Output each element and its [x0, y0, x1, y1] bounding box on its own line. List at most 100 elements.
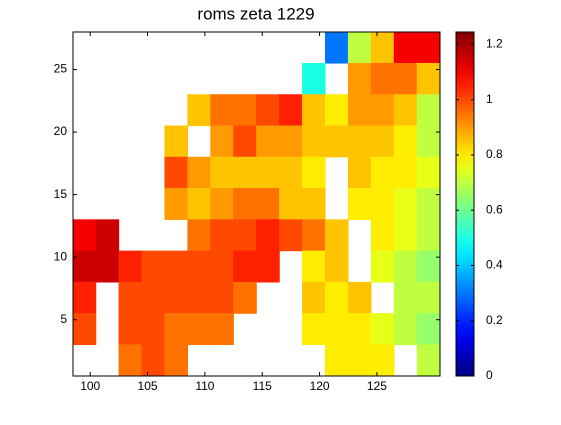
cell [187, 250, 211, 283]
cell [187, 219, 211, 252]
cell [118, 344, 143, 376]
cell [256, 156, 280, 189]
cell [233, 156, 257, 189]
x-tick-label: 100 [80, 379, 100, 393]
cell [302, 125, 326, 158]
x-tick-label: 120 [310, 379, 330, 393]
cell [416, 32, 440, 64]
cell [302, 94, 326, 127]
cell [73, 313, 97, 346]
cell [302, 62, 326, 95]
cell [416, 62, 440, 95]
cell [233, 94, 257, 127]
cell [141, 313, 166, 346]
colorbar [455, 31, 475, 377]
cell [416, 281, 440, 314]
cell [141, 250, 166, 283]
cell [370, 219, 395, 252]
x-tick-label: 115 [253, 379, 272, 393]
cell [393, 156, 418, 189]
cell [370, 32, 395, 64]
cell [118, 281, 143, 314]
cell [325, 344, 349, 376]
cell [302, 219, 326, 252]
cell [233, 188, 257, 220]
cell [416, 188, 440, 220]
cell [370, 156, 395, 189]
cell [233, 281, 257, 314]
cell [187, 281, 211, 314]
y-tick-label: 15 [54, 187, 68, 201]
cell [393, 94, 418, 127]
cell [370, 62, 395, 95]
plot-frame [72, 31, 441, 377]
cell [393, 281, 418, 314]
cell [302, 250, 326, 283]
cell [164, 125, 188, 158]
cell [370, 188, 395, 220]
x-tick-label: 105 [138, 379, 158, 393]
cell [370, 94, 395, 127]
cell [210, 94, 234, 127]
cell [187, 156, 211, 189]
cell [393, 125, 418, 158]
y-tick-label: 25 [54, 62, 68, 76]
cell [279, 188, 303, 220]
cell [347, 281, 372, 314]
cell [302, 313, 326, 346]
cell [325, 313, 349, 346]
cell [325, 219, 349, 252]
cell [347, 94, 372, 127]
cell [347, 125, 372, 158]
cell [256, 250, 280, 283]
cell [302, 156, 326, 189]
colorbar-tick-label: 0.8 [486, 147, 503, 161]
cell [210, 125, 234, 158]
cell [279, 219, 303, 252]
cell [233, 250, 257, 283]
cell [370, 344, 395, 376]
cell [347, 62, 372, 95]
cell [347, 313, 372, 346]
y-tick-label: 20 [54, 124, 68, 138]
cell [347, 344, 372, 376]
cell [164, 188, 188, 220]
cell [325, 94, 349, 127]
cell [279, 156, 303, 189]
cell [73, 250, 97, 283]
cell [325, 281, 349, 314]
cell [141, 344, 166, 376]
colorbar-tick-label: 1 [486, 92, 493, 106]
cell [416, 94, 440, 127]
cell [256, 219, 280, 252]
cell [302, 281, 326, 314]
cell [256, 188, 280, 220]
cell [95, 250, 120, 283]
colorbar-tick-label: 0.6 [486, 202, 503, 216]
cell [164, 344, 188, 376]
cell [370, 125, 395, 158]
cell [393, 250, 418, 283]
x-tick-label: 110 [195, 379, 214, 393]
colorbar-tick-label: 0.4 [486, 258, 503, 272]
cell [210, 188, 234, 220]
cell [416, 219, 440, 252]
cell [141, 281, 166, 314]
cell [233, 219, 257, 252]
cell [256, 94, 280, 127]
colorbar-tick-label: 0 [486, 368, 493, 382]
cell [164, 250, 188, 283]
cell [118, 313, 143, 346]
cell [164, 281, 188, 314]
cell [210, 156, 234, 189]
cell [347, 156, 372, 189]
cell [416, 125, 440, 158]
cell [73, 281, 97, 314]
cell [325, 125, 349, 158]
cell [325, 250, 349, 283]
y-tick-label: 5 [60, 312, 67, 326]
cell [393, 219, 418, 252]
cell [416, 344, 440, 376]
cell [73, 219, 97, 252]
cell [347, 188, 372, 220]
